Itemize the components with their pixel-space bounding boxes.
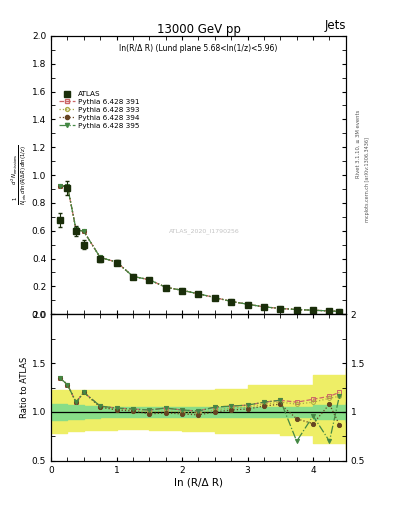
Text: ATLAS_2020_I1790256: ATLAS_2020_I1790256: [169, 228, 240, 233]
Text: mcplots.cern.ch [arXiv:1306.3436]: mcplots.cern.ch [arXiv:1306.3436]: [365, 137, 371, 222]
X-axis label: ln (R/Δ R): ln (R/Δ R): [174, 477, 223, 487]
Y-axis label: $\frac{1}{N_{\mathrm{jets}}}\frac{d^2 N_{\mathrm{emissions}}}{d\ln(R/\Delta R)\,: $\frac{1}{N_{\mathrm{jets}}}\frac{d^2 N_…: [10, 145, 31, 205]
Text: Jets: Jets: [324, 18, 346, 32]
Legend: ATLAS, Pythia 6.428 391, Pythia 6.428 393, Pythia 6.428 394, Pythia 6.428 395: ATLAS, Pythia 6.428 391, Pythia 6.428 39…: [58, 90, 141, 130]
Text: Rivet 3.1.10, ≥ 3M events: Rivet 3.1.10, ≥ 3M events: [356, 109, 361, 178]
Title: 13000 GeV pp: 13000 GeV pp: [156, 23, 241, 36]
Y-axis label: Ratio to ATLAS: Ratio to ATLAS: [20, 357, 29, 418]
Text: ln(R/Δ R) (Lund plane 5.68<ln(1/z)<5.96): ln(R/Δ R) (Lund plane 5.68<ln(1/z)<5.96): [119, 44, 277, 53]
